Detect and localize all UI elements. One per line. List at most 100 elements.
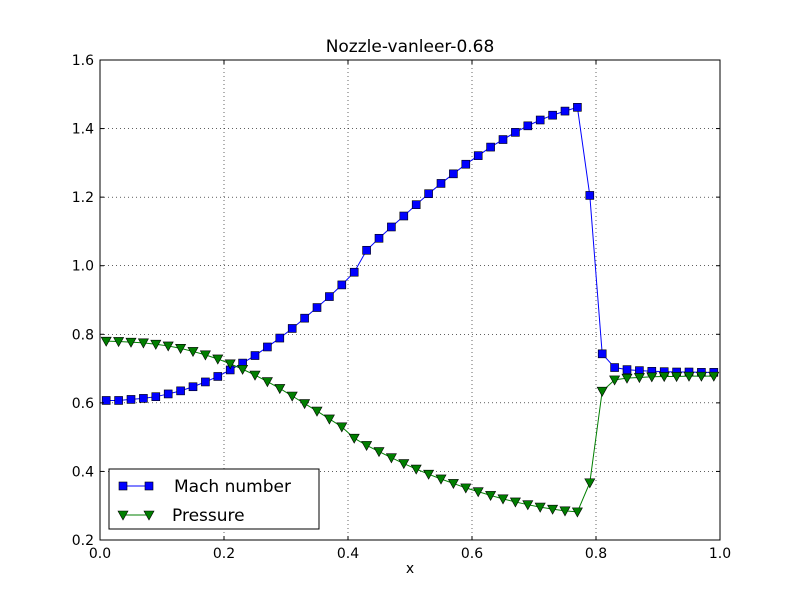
x-tick-label: 0.6 <box>461 546 483 562</box>
data-point <box>162 341 174 352</box>
legend-box <box>108 468 320 530</box>
data-point <box>671 372 683 383</box>
x-axis-label: x <box>406 561 414 577</box>
legend-marker <box>144 481 154 491</box>
data-point <box>385 453 397 464</box>
data-point <box>175 344 187 354</box>
y-tick-label: 1.4 <box>72 122 94 138</box>
data-point <box>511 128 520 137</box>
data-point <box>125 337 137 348</box>
data-point <box>534 502 546 513</box>
data-point <box>187 347 199 358</box>
data-point <box>212 354 224 365</box>
data-point <box>188 382 198 392</box>
x-tick-label: 1.0 <box>709 546 731 562</box>
data-point <box>498 135 508 144</box>
data-point <box>237 364 249 375</box>
data-point <box>249 370 261 381</box>
data-point <box>362 245 371 255</box>
data-point <box>610 363 619 372</box>
data-point <box>399 211 409 221</box>
axis-ticks: 0.0 0.2 0.4 0.6 0.8 1.00.20.40.60.81.01.21.41… <box>72 53 731 562</box>
data-point <box>646 372 658 383</box>
data-point <box>312 303 322 312</box>
data-point <box>323 414 335 425</box>
data-point <box>101 396 111 405</box>
series-pressure <box>100 336 720 518</box>
x-tick-label: 0.0 <box>89 546 111 562</box>
data-point <box>658 372 670 383</box>
data-point <box>486 142 495 152</box>
data-point <box>176 386 185 396</box>
data-point <box>547 504 559 515</box>
data-point <box>460 483 472 494</box>
data-point <box>597 349 607 359</box>
legend: Mach number Pressure <box>108 468 320 530</box>
data-point <box>201 377 210 387</box>
data-point <box>535 115 545 125</box>
data-point <box>300 313 309 323</box>
data-point <box>263 342 272 352</box>
series-layer <box>100 103 720 518</box>
data-point <box>585 191 595 200</box>
data-point <box>374 233 384 243</box>
plot-frame <box>99 59 721 541</box>
data-point <box>622 365 632 374</box>
data-point <box>609 375 621 386</box>
data-point <box>100 336 112 347</box>
y-tick-label: 0.4 <box>72 464 94 480</box>
data-point <box>509 497 521 508</box>
y-tick-label: 0.8 <box>72 327 94 343</box>
data-point <box>373 447 385 458</box>
data-point <box>472 487 484 498</box>
data-point <box>126 395 136 404</box>
legend-marker <box>117 510 129 521</box>
data-point <box>571 507 583 518</box>
data-point <box>224 359 236 370</box>
data-point <box>522 500 534 511</box>
data-point <box>423 469 435 480</box>
data-point <box>213 372 223 381</box>
data-point <box>497 494 509 505</box>
data-point <box>113 337 125 348</box>
data-point <box>411 200 421 209</box>
data-point <box>596 386 608 397</box>
data-point <box>584 478 596 489</box>
data-point <box>695 371 707 382</box>
data-point <box>449 169 458 179</box>
data-point <box>683 371 695 382</box>
data-point <box>708 371 720 382</box>
data-point <box>337 280 347 290</box>
data-point <box>199 350 211 361</box>
y-tick-label: 1.0 <box>72 259 94 275</box>
data-point <box>461 159 471 169</box>
legend-item: Pressure <box>117 506 245 526</box>
data-point <box>151 392 161 401</box>
data-point <box>261 377 273 388</box>
data-point <box>523 121 533 131</box>
data-point <box>299 399 311 410</box>
data-point <box>436 179 446 188</box>
x-tick-label: 0.8 <box>585 546 607 562</box>
data-point <box>361 441 373 451</box>
data-point <box>150 339 162 350</box>
data-point <box>336 422 348 433</box>
data-point <box>275 333 285 343</box>
data-point <box>410 464 422 475</box>
data-point <box>424 189 433 199</box>
data-point <box>325 292 334 301</box>
data-point <box>548 110 557 120</box>
data-point <box>139 394 148 403</box>
y-tick-label: 0.2 <box>72 533 94 549</box>
data-point <box>274 384 286 395</box>
legend-label: Mach number <box>174 477 291 497</box>
data-point <box>621 373 633 384</box>
data-point <box>311 406 323 417</box>
data-point <box>387 222 396 232</box>
data-point <box>398 459 410 470</box>
data-point <box>286 391 298 402</box>
data-point <box>250 351 260 360</box>
data-point <box>287 324 297 333</box>
legend-marker <box>118 481 128 491</box>
